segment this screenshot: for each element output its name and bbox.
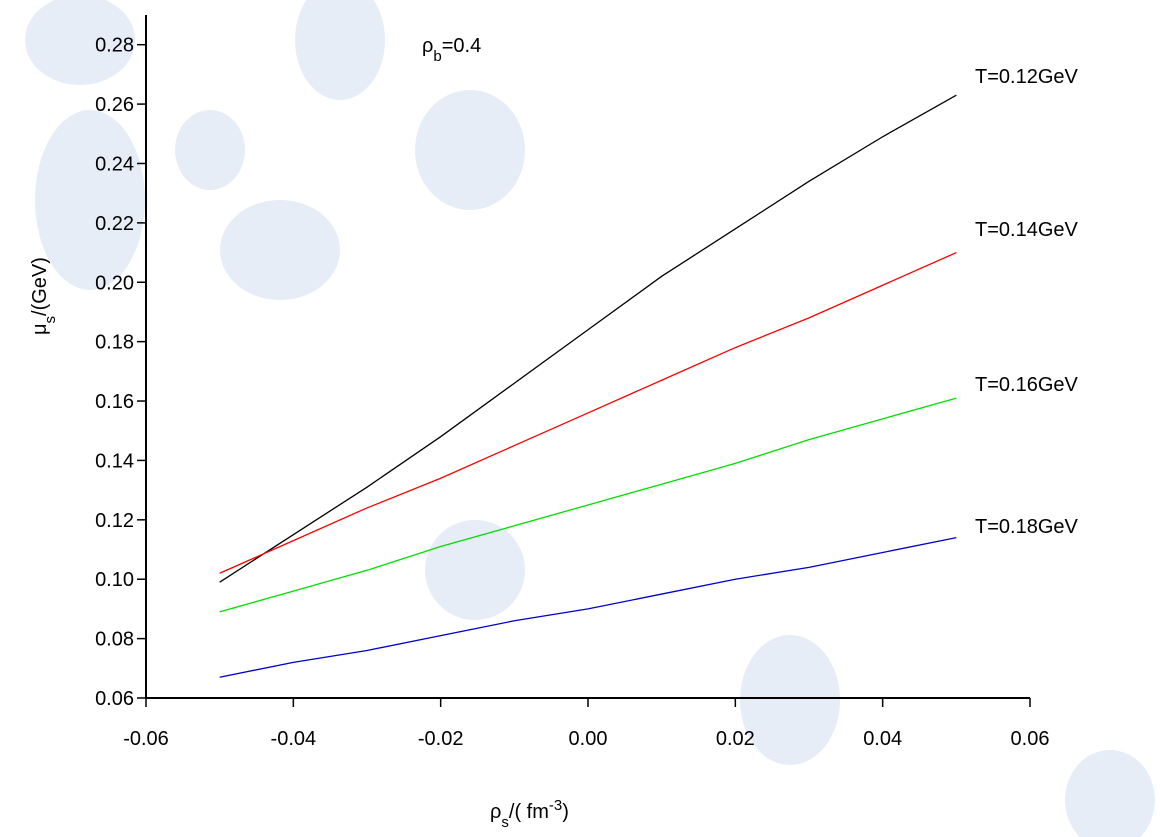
y-tick-label: 0.18 xyxy=(95,332,134,354)
series-line xyxy=(219,397,957,613)
y-axis-label: μs/(GeV) xyxy=(29,257,59,335)
series-label: T=0.12GeV xyxy=(975,66,1079,88)
x-tick-label: 0.00 xyxy=(569,728,608,750)
y-axis-label-part: μ xyxy=(29,323,51,335)
series-label: T=0.18GeV xyxy=(975,516,1079,538)
y-tick-label: 0.16 xyxy=(95,391,134,413)
x-axis-label-part: /( fm xyxy=(509,801,549,823)
x-axis-label-part: s xyxy=(501,814,509,831)
y-tick-label: 0.26 xyxy=(95,94,134,116)
y-tick-label: 0.24 xyxy=(95,153,134,175)
annotation-part: =0.4 xyxy=(442,35,481,57)
y-tick-label: 0.14 xyxy=(95,450,134,472)
annotation-part: ρ xyxy=(422,35,433,57)
y-tick-label: 0.10 xyxy=(95,569,134,591)
series-label: T=0.14GeV xyxy=(975,219,1079,241)
series-line xyxy=(219,94,957,583)
y-tick-label: 0.22 xyxy=(95,213,134,235)
series-line xyxy=(219,537,957,678)
y-tick-label: 0.12 xyxy=(95,510,134,532)
y-tick-label: 0.06 xyxy=(95,688,134,710)
series-label: T=0.16GeV xyxy=(975,374,1079,396)
x-axis-label-part: ) xyxy=(562,801,569,823)
x-tick-label: 0.04 xyxy=(863,728,902,750)
x-tick-label: 0.02 xyxy=(716,728,755,750)
x-tick-label: 0.06 xyxy=(1011,728,1050,750)
y-tick-label: 0.28 xyxy=(95,35,134,57)
x-tick-label: -0.06 xyxy=(123,728,169,750)
background-decoration xyxy=(25,0,1155,837)
y-axis-label-part: /(GeV) xyxy=(29,257,51,316)
x-axis-label-part: ρ xyxy=(490,801,501,823)
series-line xyxy=(219,251,957,574)
annotation: ρb=0.4 xyxy=(422,35,481,65)
x-axis-label: ρs/( fm-3) xyxy=(490,797,569,831)
x-tick-label: -0.04 xyxy=(271,728,317,750)
x-axis-label-part: -3 xyxy=(549,797,562,814)
y-axis-label-part: s xyxy=(42,316,59,324)
annotation-part: b xyxy=(433,48,441,65)
y-tick-label: 0.20 xyxy=(95,272,134,294)
x-tick-label: -0.02 xyxy=(418,728,464,750)
y-tick-label: 0.08 xyxy=(95,629,134,651)
